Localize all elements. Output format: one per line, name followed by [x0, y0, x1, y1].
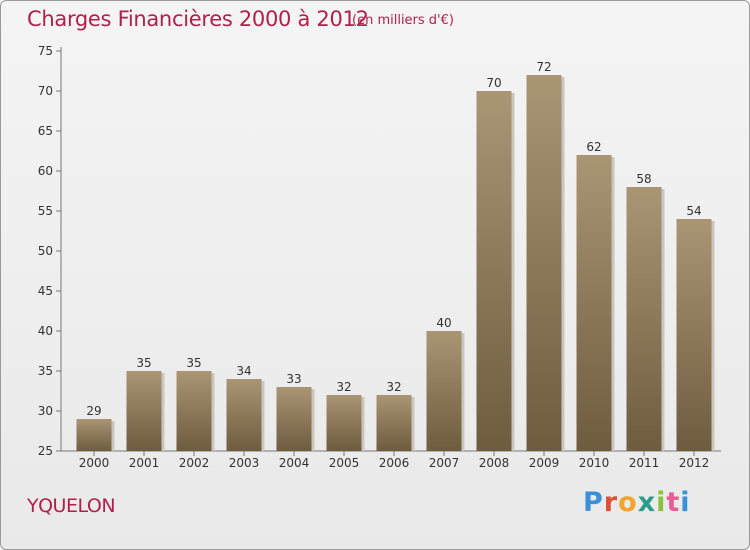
- x-tick-label: 2007: [429, 456, 460, 470]
- bar-2009: [526, 75, 562, 451]
- y-tick-label: 40: [38, 324, 53, 338]
- y-tick-label: 35: [38, 364, 53, 378]
- bar-2012: [676, 219, 712, 451]
- bar-value-label: 34: [236, 364, 251, 378]
- x-tick-label: 2000: [79, 456, 110, 470]
- bar-value-label: 40: [436, 316, 451, 330]
- y-tick-label: 65: [38, 124, 53, 138]
- bar-value-label: 62: [586, 140, 601, 154]
- y-tick-label: 25: [38, 444, 53, 458]
- bar-value-label: 32: [386, 380, 401, 394]
- x-tick-label: 2010: [579, 456, 610, 470]
- y-tick-label: 60: [38, 164, 53, 178]
- bar-2001: [126, 371, 162, 451]
- bar-2006: [376, 395, 412, 451]
- x-tick-label: 2003: [229, 456, 260, 470]
- bar-value-label: 58: [636, 172, 651, 186]
- bar-value-label: 35: [186, 356, 201, 370]
- y-tick-label: 50: [38, 244, 53, 258]
- logo-letter: x: [637, 487, 657, 518]
- bar-value-label: 54: [686, 204, 701, 218]
- bar-value-label: 35: [136, 356, 151, 370]
- logo-letter: P: [583, 487, 604, 518]
- bar-value-label: 33: [286, 372, 301, 386]
- bar-value-label: 72: [536, 60, 551, 74]
- bar-2008: [476, 91, 512, 451]
- proxiti-logo: Proxiti: [583, 487, 691, 518]
- logo-letter: t: [666, 487, 681, 518]
- bar-2010: [576, 155, 612, 451]
- bar-value-label: 29: [86, 404, 101, 418]
- bar-2000: [76, 419, 112, 451]
- y-tick-label: 45: [38, 284, 53, 298]
- bar-2005: [326, 395, 362, 451]
- x-tick-label: 2002: [179, 456, 210, 470]
- logo-letter: o: [618, 487, 638, 518]
- y-tick-label: 55: [38, 204, 53, 218]
- x-tick-label: 2011: [629, 456, 660, 470]
- chart-unit-note: (en milliers d'€): [352, 13, 454, 28]
- x-tick-label: 2004: [279, 456, 310, 470]
- x-tick-label: 2008: [479, 456, 510, 470]
- logo-letter: i: [656, 487, 667, 518]
- bar-2003: [226, 379, 262, 451]
- bar-2004: [276, 387, 312, 451]
- commune-name: YQUELON: [27, 495, 116, 517]
- bar-value-label: 70: [486, 76, 501, 90]
- bar-2002: [176, 371, 212, 451]
- x-tick-label: 2001: [129, 456, 160, 470]
- x-tick-label: 2012: [679, 456, 710, 470]
- bar-2007: [426, 331, 462, 451]
- bar-value-label: 32: [336, 380, 351, 394]
- y-tick-label: 70: [38, 84, 53, 98]
- x-tick-label: 2009: [529, 456, 560, 470]
- logo-letter: i: [680, 487, 691, 518]
- chart-title: Charges Financières 2000 à 2012: [27, 7, 369, 31]
- logo-letter: r: [603, 487, 619, 518]
- x-tick-label: 2006: [379, 456, 410, 470]
- y-tick-label: 75: [38, 44, 53, 58]
- y-tick-label: 30: [38, 404, 53, 418]
- bar-2011: [626, 187, 662, 451]
- x-tick-label: 2005: [329, 456, 360, 470]
